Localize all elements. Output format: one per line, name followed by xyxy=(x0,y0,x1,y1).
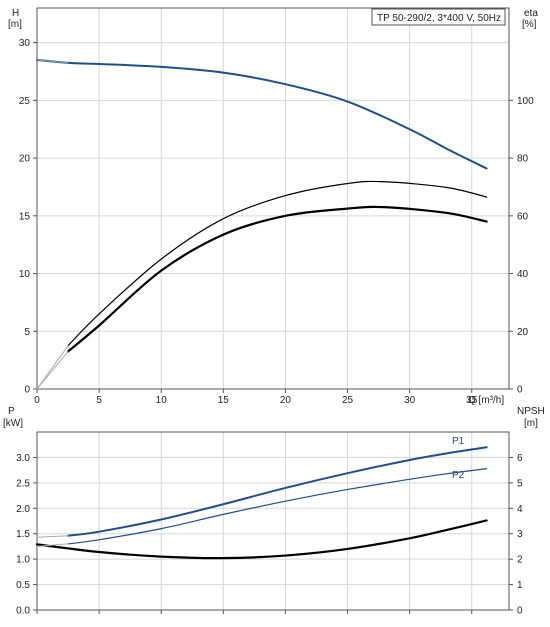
top-right-axis-label-2: [%] xyxy=(522,19,537,30)
bottom-left-tick-label-3.0: 3.0 xyxy=(16,453,30,464)
top-right-axis-label-1: eta xyxy=(524,8,538,19)
top-right-tick-label-60: 60 xyxy=(517,211,529,222)
top-curve-head-extension xyxy=(36,59,69,64)
title-box xyxy=(371,8,506,26)
top-plot-frame xyxy=(36,7,510,390)
top-right-tick-label-20: 20 xyxy=(517,327,529,338)
bottom-right-tick-label-1: 1 xyxy=(517,580,523,591)
bottom-right-axis-label-2: [m] xyxy=(524,418,538,429)
top-left-tick-label-15: 15 xyxy=(19,211,31,222)
top-left-axis-label-1: H xyxy=(12,8,19,19)
top-curve-eta-total xyxy=(66,205,488,353)
x-tick-label-10: 10 xyxy=(156,395,168,406)
top-curve-eta-total-extension xyxy=(36,350,69,390)
bottom-curve-p2-extension xyxy=(36,543,69,547)
top-left-tick-label-0: 0 xyxy=(24,385,30,396)
top-left-tick-label-5: 5 xyxy=(24,327,30,338)
bottom-plot-frame xyxy=(36,431,510,611)
bottom-right-axis-label-1: NPSH xyxy=(517,406,545,417)
top-right-tick-label-80: 80 xyxy=(517,154,529,165)
top-left-tick-label-10: 10 xyxy=(19,269,31,280)
bottom-right-tick-label-3: 3 xyxy=(517,529,523,540)
top-left-tick-label-20: 20 xyxy=(19,154,31,165)
bottom-right-tick-label-6: 6 xyxy=(517,453,523,464)
bottom-curve-p2 xyxy=(67,468,488,545)
x-tick-label-25: 25 xyxy=(342,395,354,406)
top-right-tick-label-40: 40 xyxy=(517,269,529,280)
p2-series-label: P2 xyxy=(452,470,465,481)
bottom-ticks: 0.0 0.5 1.0 1.5 2.0 2.5 3.0 0 1 2 3 4 5 6 xyxy=(16,453,523,617)
bottom-right-tick-label-5: 5 xyxy=(517,478,523,489)
chart-title: TP 50-290/2, 3*400 V, 50Hz xyxy=(377,13,501,24)
bottom-left-tick-label-1.0: 1.0 xyxy=(16,555,30,566)
x-tick-label-15: 15 xyxy=(218,395,230,406)
bottom-right-tick-label-2: 2 xyxy=(517,555,523,566)
bottom-left-axis-label-2: [kW] xyxy=(3,418,23,429)
p1-series-label: P1 xyxy=(452,436,465,447)
bottom-grid xyxy=(37,432,509,610)
top-ticks: 0 5 10 15 20 25 30 35 0 5 10 15 20 25 30 0 20 40 60 80 100 xyxy=(19,38,534,406)
bottom-curve-p1-extension xyxy=(36,535,69,538)
x-tick-label-5: 5 xyxy=(96,395,102,406)
bottom-left-tick-label-0.0: 0.0 xyxy=(16,606,30,617)
top-left-tick-label-30: 30 xyxy=(19,38,31,49)
bottom-right-tick-label-0: 0 xyxy=(517,606,523,617)
bottom-series xyxy=(35,446,488,560)
top-curve-head xyxy=(36,58,488,170)
top-right-tick-label-0: 0 xyxy=(517,385,523,396)
bottom-curve-npsh xyxy=(35,519,488,560)
top-right-tick-label-100: 100 xyxy=(517,96,534,107)
top-series xyxy=(36,58,488,390)
bottom-left-tick-label-2.0: 2.0 xyxy=(16,504,30,515)
x-axis-label: Q [m³/h] xyxy=(468,395,504,406)
top-grid xyxy=(37,8,509,389)
bottom-left-tick-label-1.5: 1.5 xyxy=(16,529,30,540)
top-left-axis-label-2: [m] xyxy=(8,19,22,30)
bottom-curve-p1 xyxy=(67,446,488,537)
x-tick-label-35: 35 xyxy=(466,395,478,406)
x-tick-label-20: 20 xyxy=(280,395,292,406)
top-curve-eta-pump xyxy=(67,180,488,347)
top-left-tick-label-25: 25 xyxy=(19,96,31,107)
bottom-left-tick-label-2.5: 2.5 xyxy=(16,478,30,489)
bottom-right-tick-label-4: 4 xyxy=(517,504,523,515)
x-tick-label-30: 30 xyxy=(404,395,416,406)
x-tick-label-0: 0 xyxy=(34,395,40,406)
bottom-left-tick-label-0.5: 0.5 xyxy=(16,580,30,591)
top-curve-eta-pump-extension xyxy=(36,345,69,390)
bottom-left-axis-label-1: P xyxy=(8,406,15,417)
